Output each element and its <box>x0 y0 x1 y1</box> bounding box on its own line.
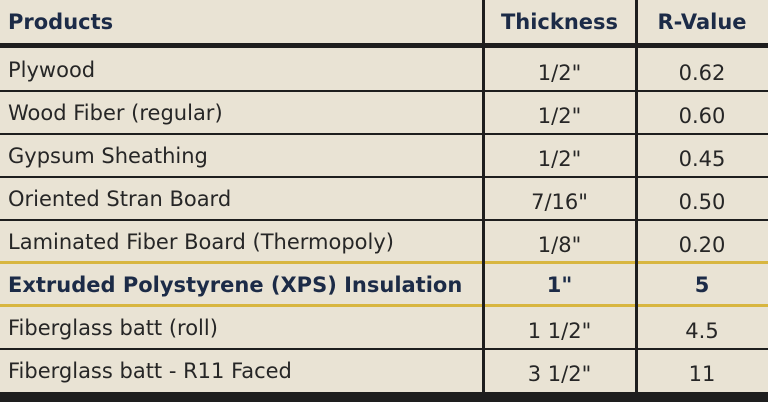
table-row: Extruded Polystyrene (XPS) Insulation 1" 5 <box>0 263 768 306</box>
table-cell: 7/16" <box>531 189 588 214</box>
table-row: Fiberglass batt - R11 Faced 3 1/2" 11 <box>0 349 768 392</box>
table-cell: 1" <box>546 272 573 297</box>
row-border <box>0 133 768 135</box>
table-cell: 1 1/2" <box>527 318 592 343</box>
table-cell: 0.62 <box>678 60 726 85</box>
table-cell: 1/2" <box>537 60 582 85</box>
table-cell: 4.5 <box>685 318 719 343</box>
table-cell: 0.45 <box>678 146 726 171</box>
table-cell: Fiberglass batt - R11 Faced <box>8 358 292 383</box>
table-cell: 0.60 <box>678 103 726 128</box>
table-cell: 3 1/2" <box>527 361 592 386</box>
table-row: Wood Fiber (regular) 1/2" 0.60 <box>0 91 768 134</box>
table-row: Gypsum Sheathing 1/2" 0.45 <box>0 134 768 177</box>
table-row: Oriented Stran Board 7/16" 0.50 <box>0 177 768 220</box>
table-cell: Laminated Fiber Board (Thermopoly) <box>8 229 394 254</box>
row-border <box>0 176 768 178</box>
table-cell: 1/2" <box>537 146 582 171</box>
table-cell: Plywood <box>8 57 96 82</box>
row-border <box>0 90 768 92</box>
table-cell: 5 <box>694 272 710 297</box>
table-cell: Extruded Polystyrene (XPS) Insulation <box>8 272 463 297</box>
table-cell: 0.20 <box>678 232 726 257</box>
row-border <box>0 304 768 307</box>
bottom-border <box>0 392 768 402</box>
table-cell: Wood Fiber (regular) <box>8 100 223 125</box>
table-cell: Oriented Stran Board <box>8 186 232 211</box>
table-row: Fiberglass batt (roll) 1 1/2" 4.5 <box>0 306 768 349</box>
header-border <box>0 43 768 48</box>
header-cell: Products <box>8 9 114 34</box>
table-cell: Fiberglass batt (roll) <box>8 315 218 340</box>
column-border <box>635 0 638 400</box>
row-border <box>0 261 768 264</box>
table-row: Laminated Fiber Board (Thermopoly) 1/8" 0.… <box>0 220 768 263</box>
header-row: Products Thickness R-Value <box>0 0 768 43</box>
table-cell: 0.50 <box>678 189 726 214</box>
table-cell: 1/8" <box>537 232 582 257</box>
column-border <box>482 0 485 400</box>
table-cell: Gypsum Sheathing <box>8 143 208 168</box>
table-row: Plywood 1/2" 0.62 <box>0 48 768 91</box>
table-cell: 1/2" <box>537 103 582 128</box>
header-cell: Thickness <box>500 9 619 34</box>
row-border <box>0 348 768 350</box>
header-cell: R-Value <box>657 9 747 34</box>
table-cell: 11 <box>688 361 716 386</box>
row-border <box>0 219 768 221</box>
